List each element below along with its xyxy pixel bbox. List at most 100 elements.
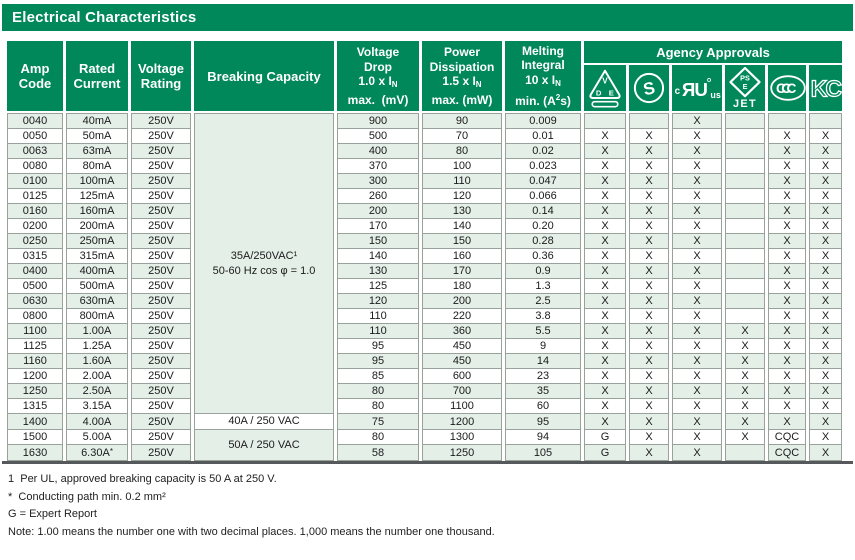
approval-cell-ccc: X (768, 144, 806, 159)
approval-cell-kc: X (809, 264, 843, 279)
melting-integral-cell: 0.9 (505, 264, 581, 279)
approval-cell-pse-jet (725, 294, 765, 309)
approval-cell-s-mark: X (629, 144, 669, 159)
approval-cell-s-mark: X (629, 324, 669, 339)
voltage-drop-cell: 370 (337, 159, 419, 174)
approval-cell-pse-jet: X (725, 369, 765, 384)
approval-cell-s-mark: X (629, 309, 669, 324)
approval-cell-cul-us: X (672, 159, 722, 174)
voltage-rating-cell: 250V (131, 384, 191, 399)
voltage-rating-cell: 250V (131, 144, 191, 159)
approval-cell-cul-us: X (672, 309, 722, 324)
table-row: 0125 125mA 250V 260 120 0.066 X X X X X (7, 189, 843, 204)
table-row: 0080 80mA 250V 370 100 0.023 X X X X X (7, 159, 843, 174)
ccc-icon: CCC (770, 75, 806, 101)
power-dissipation-cell: 220 (422, 309, 502, 324)
approval-cell-cul-us: X (672, 144, 722, 159)
voltage-drop-cell: 900 (337, 113, 419, 129)
approval-cell-vde: X (584, 189, 626, 204)
approval-cell-s-mark: X (629, 279, 669, 294)
approval-cell-vde: X (584, 354, 626, 369)
approval-cell-pse-jet (725, 113, 765, 129)
rated-current-cell: 315mA (66, 249, 128, 264)
approval-cell-vde: X (584, 144, 626, 159)
voltage-rating-cell: 250V (131, 339, 191, 354)
melting-integral-cell: 0.02 (505, 144, 581, 159)
voltage-drop-cell: 95 (337, 339, 419, 354)
amp-code-cell: 1400 (7, 414, 63, 430)
voltage-drop-cell: 400 (337, 144, 419, 159)
table-row: 1200 2.00A 250V 85 600 23 X X X X X X (7, 369, 843, 384)
voltage-rating-cell: 250V (131, 309, 191, 324)
voltage-drop-cell: 80 (337, 430, 419, 445)
melting-integral-cell: 0.36 (505, 249, 581, 264)
approval-cell-kc: X (809, 174, 843, 189)
approval-cell-kc: X (809, 384, 843, 399)
approval-cell-ccc: X (768, 204, 806, 219)
svg-text:S: S (641, 77, 656, 99)
approval-cell-cul-us: X (672, 279, 722, 294)
approval-cell-cul-us: X (672, 445, 722, 461)
approval-cell-kc: X (809, 354, 843, 369)
rated-current-cell: 80mA (66, 159, 128, 174)
approval-cell-ccc: X (768, 384, 806, 399)
approval-cell-ccc: X (768, 279, 806, 294)
approval-cell-pse-jet (725, 189, 765, 204)
melting-integral-cell: 95 (505, 414, 581, 430)
svg-text:c: c (675, 86, 681, 97)
table-row: 1100 1.00A 250V 110 360 5.5 X X X X X X (7, 324, 843, 339)
voltage-rating-cell: 250V (131, 113, 191, 129)
approval-cell-vde: X (584, 279, 626, 294)
rated-current-cell: 2.50A (66, 384, 128, 399)
col-header-voltage-rating: Voltage Rating (131, 41, 191, 113)
power-dissipation-cell: 70 (422, 129, 502, 144)
approval-cell-kc: X (809, 399, 843, 414)
approval-cell-s-mark: X (629, 399, 669, 414)
col-header-power-dissipation: Power Dissipation 1.5 x IN max. (mW) (422, 41, 502, 113)
approval-cell-kc: X (809, 249, 843, 264)
section-title-bar: Electrical Characteristics (2, 4, 853, 31)
power-dissipation-cell: 450 (422, 339, 502, 354)
approval-cell-pse-jet (725, 219, 765, 234)
rated-current-cell: 800mA (66, 309, 128, 324)
svg-text:JET: JET (733, 98, 757, 110)
voltage-drop-cell: 125 (337, 279, 419, 294)
footnote-line: 1 Per UL, approved breaking capacity is … (8, 473, 277, 485)
rated-current-cell: 160mA (66, 204, 128, 219)
col-header-rated-current: Rated Current (66, 41, 128, 113)
voltage-drop-cell: 95 (337, 354, 419, 369)
table-row: 1630 6.30A* 250V 58 1250 105 G X X CQC X (7, 445, 843, 461)
approval-cell-s-mark: X (629, 159, 669, 174)
cul-us-icon-cell: c ЯU us (672, 65, 722, 113)
melting-integral-cell: 0.01 (505, 129, 581, 144)
approval-cell-vde: X (584, 369, 626, 384)
table-row: 0100 100mA 250V 300 110 0.047 X X X X X (7, 174, 843, 189)
amp-code-cell: 1500 (7, 430, 63, 445)
approval-cell-cul-us: X (672, 264, 722, 279)
approval-cell-ccc (768, 113, 806, 129)
melting-integral-cell: 0.14 (505, 204, 581, 219)
approval-cell-pse-jet: X (725, 384, 765, 399)
melting-integral-cell: 35 (505, 384, 581, 399)
table-body: 0040 40mA 250V 35A/250VAC¹ 50-60 Hz cos φ = … (7, 113, 843, 461)
rated-current-cell: 200mA (66, 219, 128, 234)
melting-integral-cell: 9 (505, 339, 581, 354)
voltage-drop-cell: 110 (337, 324, 419, 339)
approval-cell-s-mark: X (629, 354, 669, 369)
rated-current-cell: 2.00A (66, 369, 128, 384)
amp-code-cell: 0050 (7, 129, 63, 144)
approval-cell-cul-us: X (672, 113, 722, 129)
approval-cell-ccc: X (768, 339, 806, 354)
voltage-rating-cell: 250V (131, 219, 191, 234)
power-dissipation-cell: 140 (422, 219, 502, 234)
power-dissipation-cell: 80 (422, 144, 502, 159)
melting-integral-cell: 94 (505, 430, 581, 445)
amp-code-cell: 1200 (7, 369, 63, 384)
approval-cell-ccc: X (768, 399, 806, 414)
power-dissipation-cell: 130 (422, 204, 502, 219)
approval-cell-vde (584, 113, 626, 129)
approval-cell-kc: X (809, 144, 843, 159)
s-mark-icon-cell: S (629, 65, 669, 113)
approval-cell-cul-us: X (672, 414, 722, 430)
approval-cell-kc: X (809, 234, 843, 249)
